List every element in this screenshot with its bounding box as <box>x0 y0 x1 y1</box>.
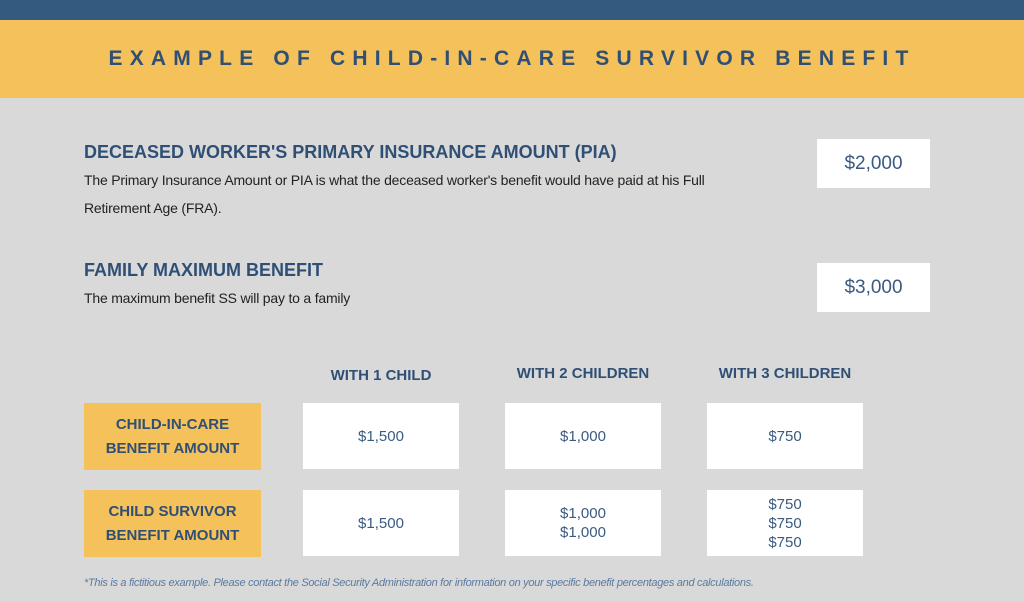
column-header: WITH 2 CHILDREN <box>516 365 650 382</box>
row-label: CHILD SURVIVOR BENEFIT AMOUNT <box>84 490 261 557</box>
top-bar <box>0 0 1024 20</box>
cell-value: $750 <box>768 427 802 445</box>
amount-box: $3,000 <box>817 263 930 312</box>
section-title: FAMILY MAXIMUM BENEFIT <box>84 260 324 280</box>
cell: $1,000 $1,000 <box>505 490 661 556</box>
banner: EXAMPLE OF CHILD-IN-CARE SURVIVOR BENEFI… <box>0 20 1024 98</box>
cell-value: $750 <box>768 514 802 532</box>
amount-box: $2,000 <box>817 139 930 188</box>
cell-value: $1,000 <box>560 524 606 541</box>
cell: $750 $750 $750 <box>707 490 863 556</box>
title: EXAMPLE OF CHILD-IN-CARE SURVIVOR BENEFI… <box>108 47 916 70</box>
column-header: WITH 1 CHILD <box>330 367 432 384</box>
section-title: DECEASED WORKER'S PRIMARY INSURANCE AMOU… <box>84 142 617 162</box>
cell-value: $1,000 <box>560 427 606 445</box>
footnote: *This is a fictitious example. Please co… <box>84 577 754 589</box>
cell-value: $1,500 <box>358 427 404 445</box>
cell-value: $1,500 <box>358 514 404 532</box>
row-label-line: BENEFIT AMOUNT <box>105 439 240 457</box>
cell: $1,500 <box>303 490 459 556</box>
section-description: The maximum benefit SS will pay to a fam… <box>84 290 351 306</box>
section-description: The Primary Insurance Amount or PIA is w… <box>84 172 705 188</box>
row-label: CHILD-IN-CARE BENEFIT AMOUNT <box>84 403 261 470</box>
row-label-line: CHILD SURVIVOR <box>108 502 237 520</box>
cell-value: $750 <box>768 495 802 513</box>
cell: $1,000 <box>505 403 661 469</box>
section-description: Retirement Age (FRA). <box>84 200 222 216</box>
cell: $750 <box>707 403 863 469</box>
row-label-line: BENEFIT AMOUNT <box>105 526 240 544</box>
cell-value: $1,000 <box>560 505 606 522</box>
cell: $1,500 <box>303 403 459 469</box>
amount: $3,000 <box>844 276 903 298</box>
column-header: WITH 3 CHILDREN <box>718 365 852 382</box>
row-label-line: CHILD-IN-CARE <box>115 415 230 433</box>
cell-value: $750 <box>768 533 802 551</box>
amount: $2,000 <box>844 152 903 174</box>
